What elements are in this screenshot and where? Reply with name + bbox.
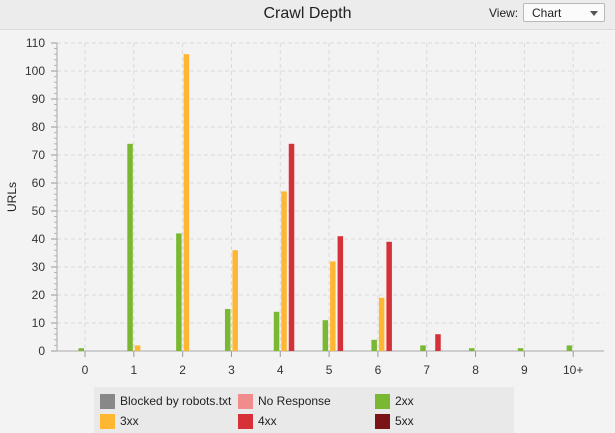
legend-swatch (375, 414, 390, 429)
y-tick-label: 10 (32, 316, 46, 330)
y-axis-label: URLs (5, 182, 19, 212)
y-tick-label: 90 (32, 92, 46, 106)
x-tick-label: 7 (423, 363, 430, 377)
bar-3xx-2 (183, 54, 190, 351)
legend-label: 4xx (258, 414, 277, 428)
bar-2xx-6 (371, 339, 377, 351)
bar-2xx-3 (224, 309, 231, 351)
bar-3xx-4 (281, 191, 287, 351)
view-select-value: Chart (532, 6, 562, 20)
x-tick-label: 4 (277, 363, 284, 377)
view-label: View: (489, 6, 519, 20)
bar-4xx-6 (386, 241, 392, 351)
y-tick-label: 60 (32, 176, 46, 190)
legend-label: Blocked by robots.txt (120, 394, 232, 408)
bar-3xx-1 (134, 345, 141, 351)
chart-title: Crawl Depth (263, 5, 352, 22)
bar-4xx-7 (435, 334, 441, 351)
legend-swatch (100, 394, 115, 409)
legend-swatch (238, 414, 253, 429)
bar-2xx-2 (176, 233, 182, 351)
x-tick-label: 9 (521, 363, 528, 377)
bar-2xx-1 (127, 143, 133, 351)
bar-2xx-7 (420, 345, 426, 351)
y-tick-label: 100 (25, 64, 45, 78)
bar-2xx-0 (78, 348, 84, 351)
y-tick-label: 20 (32, 288, 46, 302)
bar-2xx-8 (469, 348, 475, 351)
legend-swatch (238, 394, 253, 409)
y-tick-label: 80 (32, 120, 46, 134)
legend-label: 3xx (120, 414, 139, 428)
legend-label: 5xx (395, 414, 414, 428)
y-tick-label: 40 (32, 232, 46, 246)
y-tick-label: 50 (32, 204, 46, 218)
chart-header: Crawl Depth View: Chart (0, 0, 615, 30)
y-tick-label: 110 (26, 36, 45, 50)
bar-3xx-3 (232, 250, 238, 351)
bar-4xx-5 (337, 236, 344, 351)
x-tick-label: 5 (326, 363, 333, 377)
bar-2xx-9 (517, 348, 524, 351)
x-tick-label: 2 (179, 363, 186, 377)
x-tick-label: 1 (130, 363, 137, 377)
view-select[interactable]: Chart (523, 3, 605, 22)
bar-4xx-4 (288, 143, 295, 351)
chevron-down-icon (590, 11, 598, 16)
legend-label: 2xx (395, 394, 414, 408)
bar-3xx-6 (378, 297, 385, 351)
x-tick-label: 10+ (563, 363, 583, 377)
x-tick-label: 8 (472, 363, 479, 377)
legend-swatch (100, 414, 115, 429)
y-tick-label: 30 (32, 260, 46, 274)
x-tick-label: 0 (82, 363, 89, 377)
bar-chart: 0 10 20 30 40 50 60 70 80 90 100 110 0 1 2 3 4 5 6 7 8 9 10+ UR… (5, 36, 604, 377)
bar-2xx-5 (322, 320, 329, 351)
bar-3xx-5 (330, 261, 336, 351)
legend-swatch (375, 394, 390, 409)
y-tick-label: 70 (32, 148, 46, 162)
x-tick-label: 6 (375, 363, 382, 377)
bar-2xx-4 (273, 311, 280, 351)
x-tick-label: 3 (228, 363, 235, 377)
y-tick-label: 0 (38, 344, 45, 358)
legend-label: No Response (258, 394, 331, 408)
chart-legend: Blocked by robots.txt No Response 2xx 3xx 4x… (94, 387, 514, 433)
bar-2xx-10plus (566, 345, 573, 351)
